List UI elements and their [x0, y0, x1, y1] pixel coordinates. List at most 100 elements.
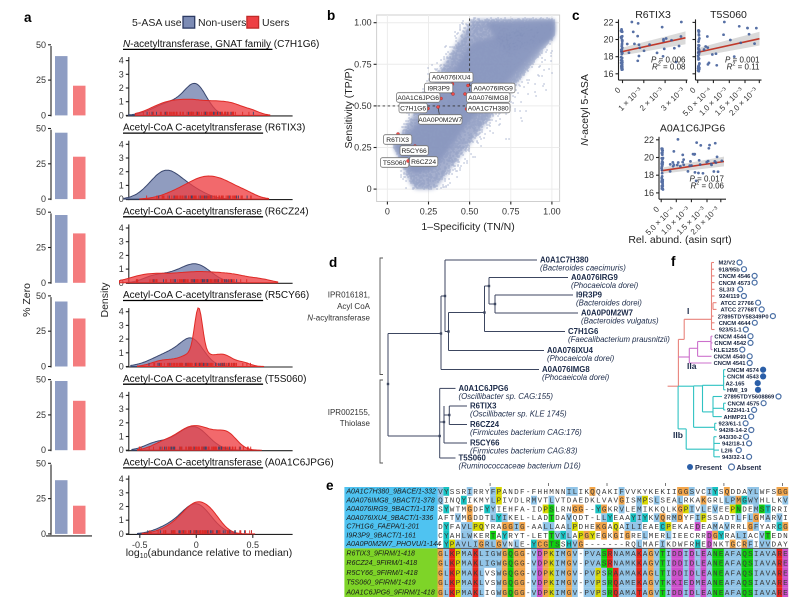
svg-text:1: 1	[119, 348, 124, 358]
svg-text:924/119: 924/119	[719, 294, 740, 300]
svg-text:0.25: 0.25	[420, 207, 438, 217]
svg-text:943/32-1: 943/32-1	[722, 455, 746, 461]
svg-text:18: 18	[644, 170, 654, 180]
svg-text:25: 25	[36, 494, 46, 504]
svg-text:1: 1	[119, 97, 124, 107]
svg-text:4: 4	[119, 390, 124, 400]
svg-text:SL3/3: SL3/3	[719, 288, 735, 294]
svg-text:R6CZ24: R6CZ24	[411, 159, 436, 166]
svg-text:Acetyl-CoA C-acetyltransferase: Acetyl-CoA C-acetyltransferase (A0A1C6JP…	[123, 458, 334, 469]
svg-text:Present: Present	[695, 463, 722, 472]
svg-text:0.50: 0.50	[354, 101, 372, 111]
svg-text:A0A076IRG9_9BACT/1-178: A0A076IRG9_9BACT/1-178	[345, 506, 434, 513]
svg-text:P = 0.001: P = 0.001	[725, 56, 760, 65]
svg-text:IIb: IIb	[673, 430, 683, 440]
svg-text:0: 0	[367, 184, 372, 194]
svg-text:A0A076IRG9: A0A076IRG9	[571, 273, 618, 282]
svg-text:R2 = 0.06: R2 = 0.06	[690, 181, 724, 191]
svg-text:(Firmicutes bacterium CAG:83): (Firmicutes bacterium CAG:83)	[470, 447, 578, 456]
svg-text:Acetyl-CoA C-acetyltransferase: Acetyl-CoA C-acetyltransferase (R5CY66)	[123, 290, 309, 301]
svg-text:c: c	[572, 8, 580, 23]
svg-text:0: 0	[652, 204, 662, 214]
svg-text:0.50: 0.50	[461, 207, 479, 217]
svg-text:R2 = 0.11: R2 = 0.11	[727, 62, 760, 72]
svg-text:A0A076IXU4: A0A076IXU4	[432, 75, 471, 82]
svg-text:1: 1	[119, 264, 124, 274]
svg-text:T5S060_9FIRM/1-419: T5S060_9FIRM/1-419	[346, 580, 415, 587]
svg-text:QINQYIKMYLPIVDLRMVTLVTDAEDKLVA: QINQYIKMYLPIVDLRMVTLVTDAEDKLVAVGISMPSLSE…	[438, 498, 788, 506]
svg-text:AFTVMGDDTLYIKEL-LADTDAVQDT-LLY: AFTVMGDDTLYIKEL-LADTDAVQDT-LLYEAAYIYKVQR…	[438, 515, 788, 523]
svg-text:25: 25	[36, 410, 46, 420]
svg-text:(Bacteroides vulgatus): (Bacteroides vulgatus)	[581, 317, 659, 326]
svg-text:50: 50	[36, 375, 46, 385]
svg-text:1: 1	[119, 515, 124, 525]
svg-text:25: 25	[36, 159, 46, 169]
svg-text:50: 50	[36, 291, 46, 301]
svg-text:KLE1255: KLE1255	[714, 348, 739, 354]
svg-text:50: 50	[36, 124, 46, 134]
svg-text:0: 0	[41, 278, 46, 288]
svg-text:CNCM 4543: CNCM 4543	[727, 375, 760, 381]
svg-text:25: 25	[36, 326, 46, 336]
svg-text:(Oscillibacter sp. KLE 1745): (Oscillibacter sp. KLE 1745)	[470, 410, 567, 419]
svg-text:3: 3	[119, 237, 124, 247]
svg-text:A0A076IMG8_9BACT/1-378: A0A076IMG8_9BACT/1-378	[345, 497, 434, 504]
svg-text:0: 0	[119, 194, 124, 204]
svg-text:(Phocaeicola dorei): (Phocaeicola dorei)	[542, 373, 610, 382]
svg-text:VYSSRIRRYFPANDF-FHHMNNILIKQQAK: VYSSRIRRYFPANDF-FHHMNNILIKQQAKIFVVKYKEKI…	[438, 489, 788, 497]
svg-text:Thiolase: Thiolase	[340, 419, 371, 428]
svg-text:Rel. abund. (asin sqrt): Rel. abund. (asin sqrt)	[628, 234, 731, 246]
svg-text:ATCC 27766: ATCC 27766	[721, 301, 755, 307]
svg-text:A0A1C7H380: A0A1C7H380	[468, 105, 509, 112]
svg-text:A0A076IMG8: A0A076IMG8	[468, 95, 508, 102]
svg-text:R6TIX3: R6TIX3	[635, 9, 671, 21]
svg-text:CNCM 4575: CNCM 4575	[728, 401, 761, 407]
svg-text:GLKPMAKLIGWGQGG-VDPKIMGV-PVPSR: GLKPMAKLIGWGQGG-VDPKIMGV-PVPSRQAMATAGVTI…	[438, 590, 788, 597]
svg-text:A0A076IMG8: A0A076IMG8	[542, 365, 590, 374]
svg-text:(Oscillibacter sp. CAG:155): (Oscillibacter sp. CAG:155)	[459, 392, 554, 401]
svg-text:1.00: 1.00	[543, 207, 561, 217]
svg-text:923/61-1: 923/61-1	[719, 422, 743, 428]
svg-text:I9R3P9: I9R3P9	[576, 291, 603, 300]
svg-text:% Zero: % Zero	[21, 283, 33, 317]
svg-text:f: f	[671, 254, 676, 269]
svg-text:Users: Users	[262, 17, 289, 29]
svg-text:A0A0P0M2W7: A0A0P0M2W7	[418, 117, 462, 124]
svg-text:R6CZ24: R6CZ24	[470, 420, 500, 429]
svg-text:R6CZ24_9FIRM/1-418: R6CZ24_9FIRM/1-418	[346, 560, 417, 567]
svg-text:50: 50	[36, 458, 46, 468]
svg-text:4: 4	[119, 56, 124, 66]
svg-text:(Faecalibacterium prausnitzii): (Faecalibacterium prausnitzii)	[568, 335, 670, 344]
svg-text:3: 3	[119, 320, 124, 330]
svg-text:Acyl CoA: Acyl CoA	[337, 302, 371, 311]
svg-text:1: 1	[119, 432, 124, 442]
svg-text:(Firmicutes bacterium CAG:176): (Firmicutes bacterium CAG:176)	[470, 428, 582, 437]
svg-text:N-acyltransferase: N-acyltransferase	[307, 314, 370, 323]
svg-text:A0A0P0M2W7_PHOVU/1-144: A0A0P0M2W7_PHOVU/1-144	[345, 541, 441, 548]
svg-text:DYFAVLPQYRAGGIG-AALLAALPDHEKGA: DYFAVLPQYRAGGIG-AALLAALPDHEKGAQAILIEAECP…	[438, 524, 788, 532]
svg-text:0: 0	[613, 85, 623, 95]
svg-text:R5CY66: R5CY66	[401, 148, 427, 155]
svg-text:R6TIX3: R6TIX3	[470, 402, 497, 411]
svg-text:0: 0	[119, 529, 124, 539]
svg-text:50: 50	[36, 207, 46, 217]
svg-text:HMI_19: HMI_19	[727, 388, 748, 394]
svg-text:CNCM 4574: CNCM 4574	[727, 368, 760, 374]
svg-text:0: 0	[41, 110, 46, 120]
svg-text:C7H1G6: C7H1G6	[568, 327, 599, 336]
svg-text:0: 0	[119, 110, 124, 120]
svg-text:3 × 10⁻³: 3 × 10⁻³	[659, 85, 686, 112]
svg-text:4: 4	[119, 139, 124, 149]
svg-text:0: 0	[119, 362, 124, 372]
svg-text:923/51-1: 923/51-1	[719, 328, 743, 334]
svg-text:R5CY66: R5CY66	[470, 439, 500, 448]
svg-text:(Bacteroides dorei): (Bacteroides dorei)	[576, 299, 642, 308]
svg-text:2: 2	[119, 418, 124, 428]
svg-text:A0A076IXU4: A0A076IXU4	[547, 346, 594, 355]
svg-text:ATCC 27768T: ATCC 27768T	[721, 308, 758, 314]
svg-text:1.00: 1.00	[354, 18, 372, 28]
svg-text:5-ASA use: 5-ASA use	[132, 17, 182, 29]
svg-text:3: 3	[119, 69, 124, 79]
svg-text:R2 = 0.08: R2 = 0.08	[652, 62, 686, 72]
svg-text:GLKPMAKLIGWGQGG-VDPKIMGV-PVASR: GLKPMAKLIGWGQGG-VDPKIMGV-PVASRNAMKKAGVTI…	[438, 561, 788, 569]
